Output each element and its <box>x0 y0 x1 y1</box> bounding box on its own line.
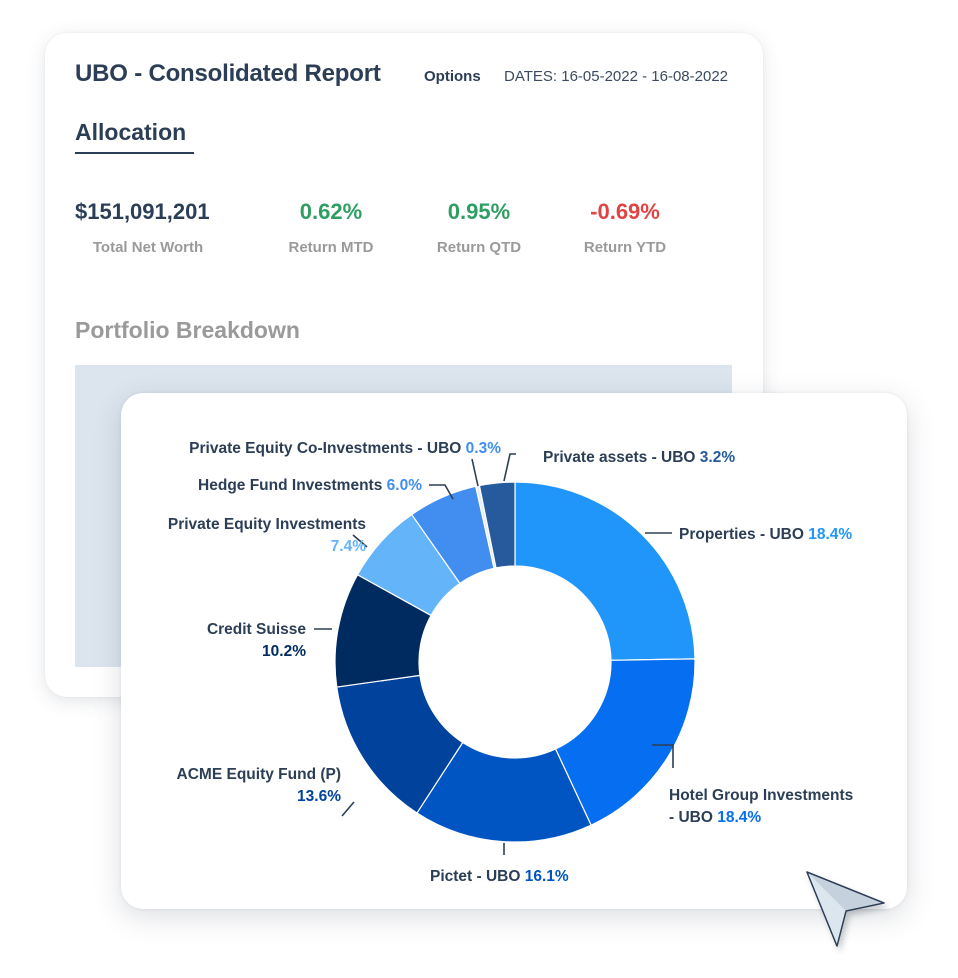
portfolio-donut-chart: Properties - UBO 18.4% Hotel Group Invest… <box>168 440 853 885</box>
options-button[interactable]: Options <box>424 68 481 85</box>
section-title-portfolio-breakdown: Portfolio Breakdown <box>75 317 300 343</box>
metric-label: Total Net Worth <box>92 239 204 256</box>
metric-value: -0.69% <box>590 199 660 224</box>
slice-label: Credit Suisse 10.2% <box>207 621 306 660</box>
metric-return-qtd: 0.95% Return QTD <box>421 199 537 256</box>
metric-return-mtd: 0.62% Return MTD <box>273 199 389 256</box>
slice-label: ACME Equity Fund (P) 13.6% <box>177 766 342 805</box>
date-range[interactable]: DATES: 16-05-2022 - 16-08-2022 <box>504 68 729 85</box>
tab-allocation[interactable]: Allocation <box>75 119 194 154</box>
leader-line <box>503 453 516 482</box>
slice-label: Hedge Fund Investments 6.0% <box>198 477 422 494</box>
slice-label: Private Equity Co-Investments - UBO 0.3% <box>189 440 501 457</box>
slice-label: Hotel Group Investments - UBO 18.4% <box>669 787 853 826</box>
metric-value: 0.62% <box>299 199 363 224</box>
leader-line <box>471 458 479 487</box>
portfolio-donut-card: Properties - UBO 18.4% Hotel Group Invest… <box>121 393 907 909</box>
metric-label: Return MTD <box>288 239 374 256</box>
leader-line <box>352 534 368 548</box>
metric-value: 0.95% <box>447 199 511 224</box>
metric-total-net-worth: $151,091,201 Total Net Worth <box>75 199 221 256</box>
cursor-arrow-icon <box>806 871 885 947</box>
donut-slice[interactable] <box>554 658 696 826</box>
metric-label: Return QTD <box>436 239 522 256</box>
leader-line <box>341 801 355 817</box>
donut-slice[interactable] <box>514 481 696 661</box>
slice-label: Pictet - UBO 16.1% <box>430 868 569 885</box>
slice-label: Private assets - UBO 3.2% <box>543 449 735 466</box>
leader-line <box>429 484 454 500</box>
slice-label: Properties - UBO 18.4% <box>679 526 852 543</box>
metric-return-ytd: -0.69% Return YTD <box>567 199 683 256</box>
donut-slice[interactable] <box>416 741 592 843</box>
leader-line <box>652 744 674 768</box>
metric-value: $151,091,201 <box>75 199 210 224</box>
donut-slice[interactable] <box>478 481 516 569</box>
metric-label: Return YTD <box>583 239 667 256</box>
report-title: UBO - Consolidated Report <box>75 60 381 87</box>
slice-label: Private Equity Investments 7.4% <box>168 516 366 555</box>
